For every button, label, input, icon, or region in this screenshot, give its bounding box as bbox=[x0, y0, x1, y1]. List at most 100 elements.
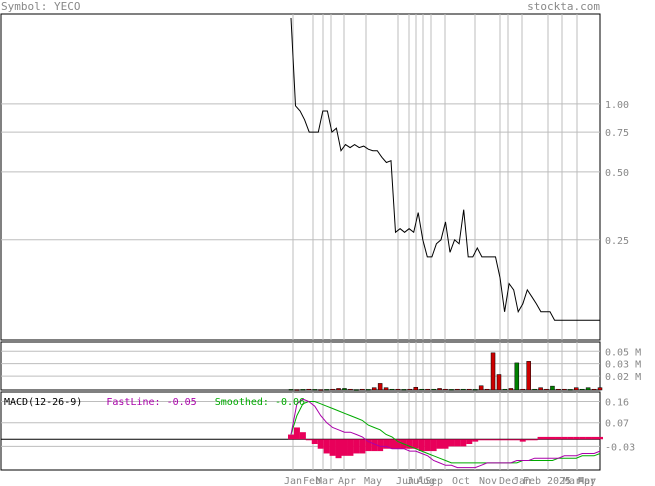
volume-bar bbox=[579, 388, 585, 391]
macd-histogram-bar bbox=[543, 436, 550, 440]
volume-bar bbox=[425, 388, 430, 391]
macd-histogram-bar bbox=[591, 436, 598, 440]
x-tick-label: Apr bbox=[578, 476, 596, 486]
x-tick-label: Jan bbox=[513, 476, 531, 486]
macd-histogram-bar bbox=[353, 439, 360, 454]
x-tick-label: May bbox=[364, 476, 382, 486]
volume-bar bbox=[383, 387, 389, 391]
volume-bar bbox=[544, 388, 549, 391]
volume-bar bbox=[597, 387, 603, 391]
macd-histogram-bar bbox=[317, 439, 324, 449]
x-tick-label: Apr bbox=[338, 476, 356, 486]
volume-bar bbox=[461, 388, 466, 391]
volume-bar bbox=[568, 389, 573, 391]
macd-histogram-bar bbox=[436, 439, 443, 449]
macd-histogram-bar bbox=[448, 439, 455, 447]
x-tick-label: Feb bbox=[523, 476, 541, 486]
macd-histogram-bar bbox=[573, 436, 580, 440]
fastline-label: FastLine: -0.05 bbox=[106, 397, 197, 408]
symbol-label: Symbol: YECO bbox=[1, 0, 81, 13]
volume-bar bbox=[324, 389, 329, 391]
volume-bar bbox=[467, 388, 472, 391]
macd-histogram-bar bbox=[513, 439, 520, 441]
price-tick-label: 0.50 bbox=[605, 168, 629, 179]
x-tick-label: May bbox=[578, 476, 596, 486]
macd-histogram-bar bbox=[472, 439, 479, 442]
volume-bar bbox=[490, 352, 496, 391]
macd-histogram-bar bbox=[549, 436, 556, 440]
x-tick-label: Jul bbox=[407, 476, 425, 486]
volume-bar bbox=[288, 389, 294, 391]
volume-bar bbox=[330, 388, 335, 391]
macd-histogram-bar bbox=[389, 439, 396, 449]
volume-bar bbox=[573, 387, 579, 391]
macd-label: MACD(12-26-9) bbox=[4, 397, 83, 408]
macd-histogram-bar bbox=[383, 439, 390, 449]
macd-histogram-bar bbox=[561, 436, 568, 440]
x-tick-label: Nov bbox=[479, 476, 497, 486]
macd-histogram-bar bbox=[371, 439, 378, 452]
volume-bar bbox=[377, 383, 383, 391]
macd-histogram-bar bbox=[579, 436, 586, 440]
x-tick-label: Dec bbox=[499, 476, 517, 486]
macd-legend: MACD(12-26-9) FastLine: -0.05 Smoothed: … bbox=[4, 397, 305, 408]
volume-bar bbox=[556, 388, 561, 391]
macd-histogram-bar bbox=[430, 439, 437, 452]
volume-bar bbox=[389, 388, 395, 391]
volume-bar bbox=[562, 388, 567, 391]
macd-histogram-bar bbox=[288, 434, 294, 440]
macd-histogram-bar bbox=[501, 439, 508, 441]
macd-histogram-bar bbox=[406, 439, 413, 449]
macd-histogram-bar bbox=[341, 439, 348, 456]
volume-bar bbox=[318, 389, 323, 391]
macd-histogram-bar bbox=[311, 439, 318, 444]
macd-histogram-bar bbox=[377, 439, 384, 452]
macd-histogram-bar bbox=[484, 439, 491, 441]
volume-bar bbox=[585, 387, 591, 391]
macd-histogram-bar bbox=[507, 439, 514, 441]
x-tick-label: Aug bbox=[417, 476, 435, 486]
volume-bar bbox=[407, 388, 413, 391]
volume-bar bbox=[538, 387, 543, 391]
macd-histogram-bar bbox=[335, 439, 342, 459]
price-tick-label: 1.00 bbox=[605, 100, 629, 111]
volume-bar bbox=[294, 389, 300, 391]
macd-panel: 0.16 0.07 -0.03 bbox=[0, 391, 635, 471]
volume-bar bbox=[496, 374, 502, 391]
volume-bar bbox=[371, 387, 377, 391]
site-brand: stockta.com bbox=[527, 0, 600, 13]
macd-histogram-bar bbox=[555, 436, 562, 440]
volume-tick-label: 0.05 M bbox=[605, 347, 641, 358]
x-tick-label: Jun bbox=[396, 476, 414, 486]
volume-bar bbox=[348, 388, 353, 391]
macd-histogram-bar bbox=[525, 439, 532, 441]
price-panel: 1.00 0.75 0.50 0.25 bbox=[0, 13, 629, 341]
volume-bar bbox=[306, 388, 312, 391]
x-tick-label: Mar bbox=[316, 476, 334, 486]
volume-bar bbox=[449, 389, 454, 391]
macd-histogram-bar bbox=[365, 439, 372, 452]
volume-tick-label: 0.03 M bbox=[605, 360, 641, 371]
macd-histogram-bar bbox=[359, 439, 366, 454]
volume-bar bbox=[472, 389, 478, 391]
volume-frame bbox=[0, 341, 601, 391]
macd-histogram-bar bbox=[490, 439, 497, 441]
x-tick-label: Mar bbox=[563, 476, 581, 486]
volume-bar bbox=[508, 388, 514, 391]
macd-smoothed-line bbox=[290, 401, 601, 464]
x-tick-label: Sep bbox=[425, 476, 443, 486]
macd-tick-label: 0.16 bbox=[605, 397, 629, 408]
volume-bar bbox=[532, 388, 537, 391]
macd-histogram-bar bbox=[537, 436, 544, 440]
macd-histogram-bar bbox=[412, 439, 419, 449]
volume-bar bbox=[413, 387, 419, 391]
macd-histogram-bar bbox=[460, 439, 467, 447]
volume-tick-label: 0.02 M bbox=[605, 372, 641, 383]
macd-histogram-bar bbox=[299, 432, 306, 440]
macd-histogram-bar bbox=[394, 439, 401, 449]
x-tick-label: 2025 bbox=[547, 476, 571, 486]
macd-histogram-bar bbox=[466, 439, 473, 444]
volume-bar bbox=[300, 389, 306, 391]
